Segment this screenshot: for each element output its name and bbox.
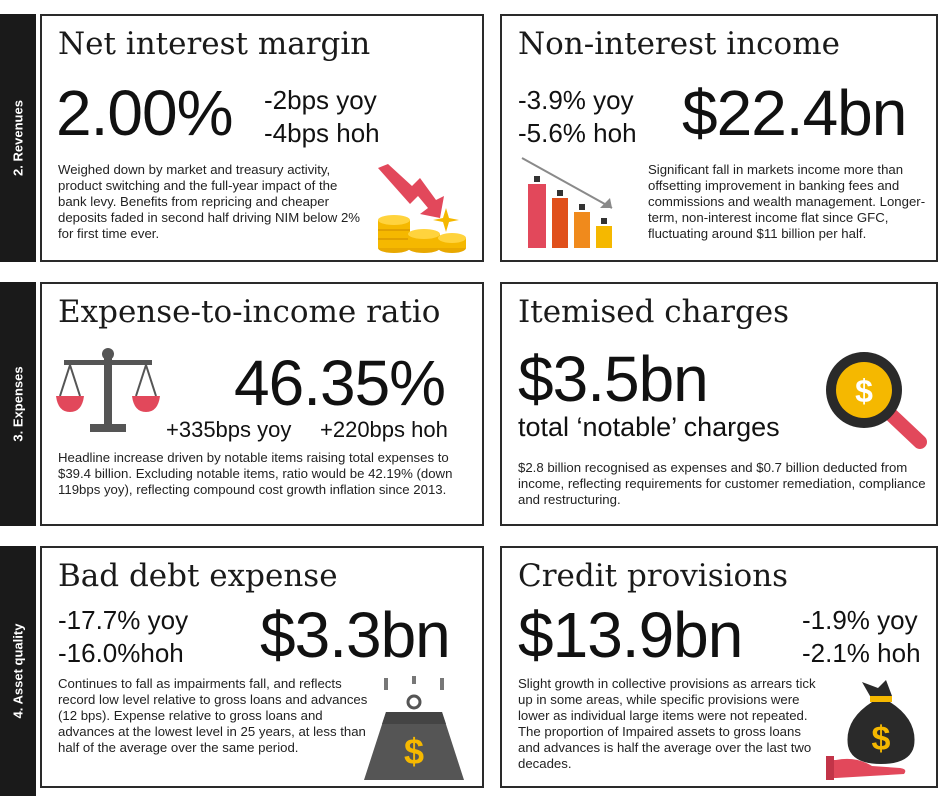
card-title: Non-interest income bbox=[518, 26, 840, 62]
metric-value: $3.3bn bbox=[260, 599, 451, 671]
card-title: Bad debt expense bbox=[58, 558, 338, 594]
change-hoh: +220bps hoh bbox=[320, 417, 448, 442]
card-title: Itemised charges bbox=[518, 294, 790, 330]
falling-weight-dollar-icon: $ bbox=[364, 676, 464, 780]
card-bad-debt-expense: Bad debt expense -17.7% yoy -16.0%hoh $3… bbox=[40, 546, 484, 788]
change-hoh: -4bps hoh bbox=[264, 118, 380, 148]
section-band-revenues: 2. Revenues bbox=[0, 14, 36, 262]
card-body-text: Weighed down by market and treasury acti… bbox=[58, 162, 361, 241]
change-yoy: -1.9% yoy bbox=[802, 605, 918, 635]
card-net-interest-margin: Net interest margin 2.00% -2bps yoy -4bp… bbox=[40, 14, 484, 262]
magnifier-dollar-icon: $ bbox=[826, 352, 927, 449]
card-non-interest-income: Non-interest income -3.9% yoy -5.6% hoh … bbox=[500, 14, 938, 262]
metric-value: $22.4bn bbox=[682, 77, 907, 149]
balance-scale-icon bbox=[56, 348, 160, 432]
section-band-expenses: 3. Expenses bbox=[0, 282, 36, 526]
metric-subtitle: total ‘notable’ charges bbox=[518, 412, 780, 442]
metric-value: 46.35% bbox=[234, 347, 446, 419]
section-label-revenues: 2. Revenues bbox=[10, 100, 26, 176]
falling-arrow-coins-icon bbox=[378, 164, 466, 253]
card-title: Expense-to-income ratio bbox=[58, 294, 441, 330]
declining-bar-chart-icon bbox=[521, 157, 613, 248]
card-title: Credit provisions bbox=[518, 558, 789, 594]
change-yoy: -17.7% yoy bbox=[58, 605, 189, 635]
section-label-asset-quality: 4. Asset quality bbox=[10, 623, 26, 719]
section-band-asset-quality: 4. Asset quality bbox=[0, 546, 36, 796]
change-hoh: -16.0%hoh bbox=[58, 638, 184, 668]
change-yoy: -2bps yoy bbox=[264, 85, 377, 115]
metric-value: $13.9bn bbox=[518, 599, 743, 671]
card-body-text: Continues to fall as impairments fall, a… bbox=[58, 676, 368, 755]
money-bag-hand-icon: $ bbox=[826, 680, 915, 780]
svg-text:$: $ bbox=[855, 373, 873, 409]
card-expense-to-income-ratio: Expense-to-income ratio 46.35% +335bps y… bbox=[40, 282, 484, 526]
change-yoy: +335bps yoy bbox=[166, 417, 292, 442]
change-yoy: -3.9% yoy bbox=[518, 85, 634, 115]
card-credit-provisions: Credit provisions $13.9bn -1.9% yoy -2.1… bbox=[500, 546, 938, 788]
metric-value: $3.5bn bbox=[518, 343, 709, 415]
change-hoh: -5.6% hoh bbox=[518, 118, 637, 148]
card-body-text: Significant fall in markets income more … bbox=[648, 162, 926, 241]
card-title: Net interest margin bbox=[58, 26, 371, 62]
change-hoh: -2.1% hoh bbox=[802, 638, 921, 668]
svg-text:$: $ bbox=[404, 731, 424, 772]
card-body-text: Slight growth in collective provisions a… bbox=[518, 676, 816, 771]
metric-value: 2.00% bbox=[56, 77, 233, 149]
section-label-expenses: 3. Expenses bbox=[10, 366, 26, 442]
svg-text:$: $ bbox=[872, 720, 891, 758]
card-itemised-charges: Itemised charges $3.5bn total ‘notable’ … bbox=[500, 282, 938, 526]
card-body-text: $2.8 billion recognised as expenses and … bbox=[518, 460, 926, 507]
card-body-text: Headline increase driven by notable item… bbox=[58, 450, 453, 497]
